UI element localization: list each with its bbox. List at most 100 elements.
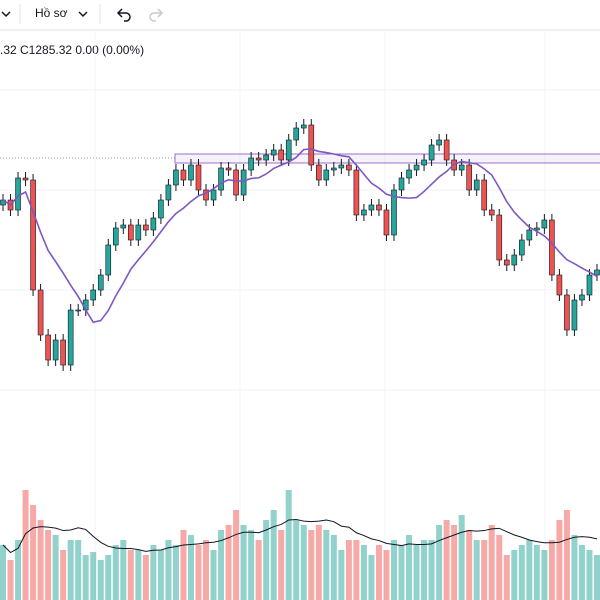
- volume-bar: [30, 505, 37, 600]
- redo-button[interactable]: [149, 8, 164, 22]
- volume-bar: [458, 515, 465, 600]
- candle-body: [105, 244, 112, 276]
- price-pane: [0, 119, 600, 371]
- candle-body: [255, 157, 262, 161]
- volume-bar: [594, 555, 600, 600]
- volume-bar: [97, 560, 104, 600]
- candle-body: [180, 169, 187, 181]
- candle-body: [443, 139, 450, 161]
- volume-bar: [293, 520, 300, 600]
- candle-body: [270, 149, 277, 156]
- volume-bar: [157, 550, 164, 600]
- volume-bar: [511, 550, 518, 600]
- candle-body: [526, 229, 533, 241]
- volume-bar: [263, 520, 270, 600]
- candle-body: [436, 139, 442, 146]
- profile-chevron[interactable]: [78, 11, 88, 18]
- candle-body: [383, 209, 390, 236]
- candle-body: [413, 164, 420, 171]
- volume-bar: [375, 545, 382, 600]
- candle-body: [240, 169, 247, 196]
- volume-bar: [285, 490, 292, 600]
- candle-body: [503, 259, 510, 266]
- candle-body: [293, 127, 300, 141]
- dropdown-icon[interactable]: [1, 11, 11, 18]
- volume-bar: [526, 540, 533, 600]
- volume-bar: [225, 525, 232, 600]
- volume-bar: [112, 545, 119, 600]
- volume-bar: [496, 535, 503, 600]
- candle-body: [361, 209, 367, 216]
- volume-bar: [586, 550, 593, 600]
- volume-bar: [187, 535, 194, 600]
- volume-bar: [7, 560, 14, 600]
- volume-bar: [571, 535, 578, 600]
- volume-bar: [406, 535, 413, 600]
- volume-bar: [22, 490, 29, 600]
- candle-body: [218, 167, 224, 191]
- volume-bar: [413, 545, 420, 600]
- candle-body: [22, 177, 29, 181]
- volume-bar: [0, 545, 6, 600]
- volume-bar: [451, 525, 458, 600]
- volume-bar: [323, 530, 330, 600]
- candle-body: [285, 139, 292, 161]
- volume-bar: [533, 545, 540, 600]
- candle-body: [556, 274, 563, 296]
- candle-body: [534, 227, 540, 231]
- price-zone[interactable]: [174, 153, 600, 164]
- volume-bar: [120, 540, 127, 600]
- volume-bar: [195, 545, 202, 600]
- candle-body: [75, 309, 81, 312]
- volume-bar: [345, 540, 352, 600]
- volume-bar: [127, 550, 134, 600]
- undo-button[interactable]: [116, 8, 131, 22]
- volume-bar: [390, 540, 397, 600]
- volume-pane: [0, 490, 600, 600]
- candle-body: [398, 177, 405, 191]
- candle-body: [564, 294, 570, 331]
- volume-bar: [248, 530, 255, 600]
- candle-body: [519, 239, 525, 256]
- candle-body: [52, 339, 59, 361]
- candle-body: [45, 334, 51, 361]
- ohlc-legend: .32 C1285.32 0.00 (0.00%): [0, 43, 144, 57]
- volume-bar: [481, 540, 488, 600]
- volume-bar: [368, 555, 375, 600]
- volume-bar: [308, 530, 315, 600]
- candle-body: [120, 224, 127, 229]
- volume-bar: [270, 510, 277, 600]
- candle-body: [248, 157, 254, 171]
- volume-bar: [556, 520, 563, 600]
- volume-bar: [383, 550, 390, 600]
- candle-body: [67, 309, 74, 366]
- volume-bar: [443, 520, 450, 600]
- volume-bar: [52, 535, 59, 600]
- candle-body: [37, 289, 44, 336]
- candle-body: [579, 294, 585, 301]
- grid: [0, 30, 600, 600]
- candle-body: [466, 164, 472, 191]
- volume-bar: [60, 550, 67, 600]
- candle-body: [481, 179, 488, 211]
- candle-body: [143, 224, 149, 231]
- candle-body: [376, 204, 382, 211]
- volume-bar: [398, 545, 405, 600]
- profile-button[interactable]: Hồ sơ: [35, 6, 68, 20]
- candle-body: [233, 169, 239, 196]
- candle-body: [203, 189, 209, 201]
- candle-body: [308, 124, 315, 166]
- candle-body: [128, 224, 134, 241]
- candle-body: [421, 159, 427, 166]
- candle-body: [428, 144, 435, 161]
- volume-bar: [90, 552, 97, 600]
- candle-body: [165, 184, 172, 201]
- volume-bar: [353, 540, 360, 600]
- volume-bar: [466, 530, 473, 600]
- volume-bar: [165, 540, 172, 600]
- candle-body: [30, 179, 36, 291]
- candle-body: [571, 299, 578, 331]
- candle-body: [549, 219, 555, 276]
